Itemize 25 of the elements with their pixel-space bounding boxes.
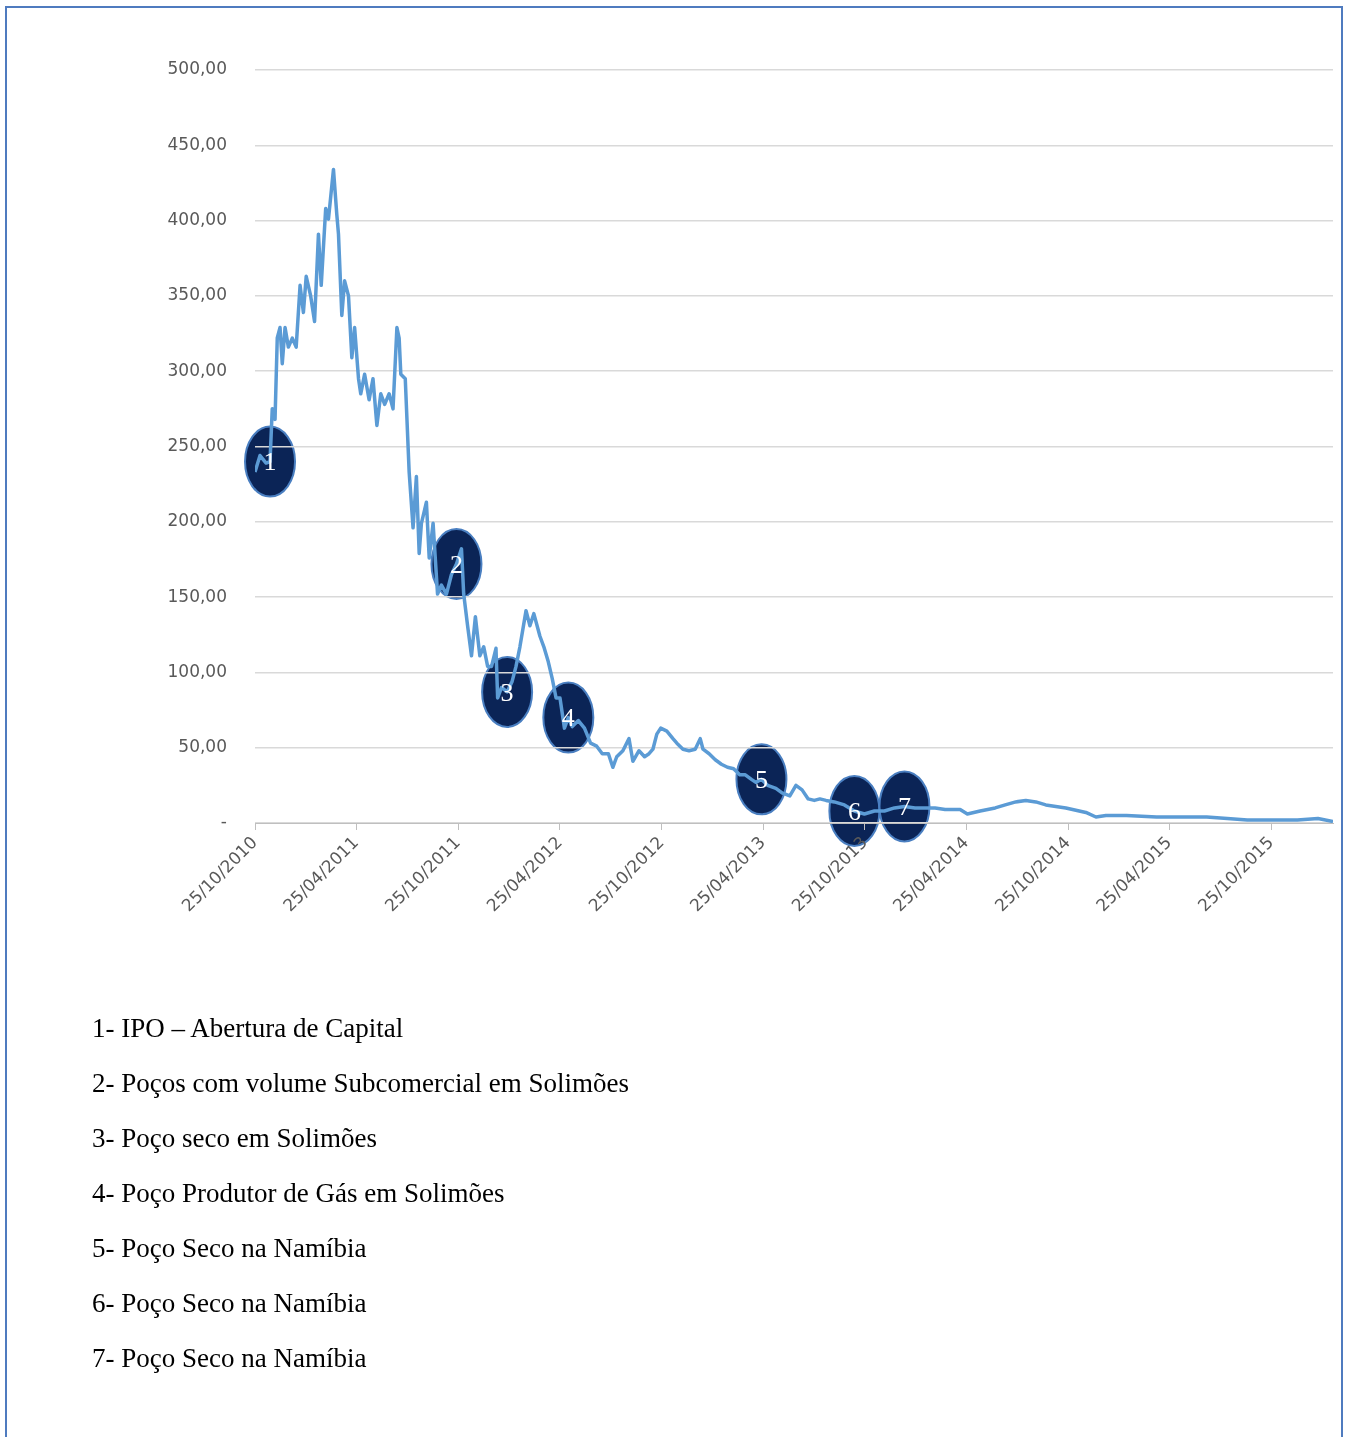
y-tick-label: 100,00 (167, 660, 227, 681)
text: 4- Poço Produtor de Gás em Solimões (92, 1177, 506, 1210)
y-tick-label: 150,00 (167, 585, 227, 606)
y-tick-label: 250,00 (167, 434, 227, 455)
text: 6- Poço Seco na Namíbia (92, 1287, 368, 1320)
y-tick-label: 50,00 (178, 736, 227, 757)
y-tick-label: - (220, 811, 227, 832)
y-tick-label: 500,00 (167, 58, 227, 79)
annotation: 5 (754, 765, 768, 795)
annotation: 7 (897, 792, 911, 822)
annotation: 1 (263, 447, 277, 477)
y-tick-label: 400,00 (167, 209, 227, 230)
y-tick-label: 200,00 (167, 510, 227, 531)
y-tick-label: 300,00 (167, 359, 227, 380)
text: 1- IPO – Abertura de Capital (92, 1012, 405, 1045)
y-tick-label: 350,00 (167, 284, 227, 305)
text: 5- Poço Seco na Namíbia (92, 1232, 368, 1265)
annotation: 2 (449, 549, 463, 579)
annotation: 6 (847, 796, 861, 826)
text: 2- Poços com volume Subcomercial em Solimões (92, 1067, 629, 1100)
text: 7- Poço Seco na Namíbia (92, 1342, 368, 1375)
y-tick-label: 450,00 (167, 133, 227, 154)
annotation: 3 (500, 677, 514, 707)
annotation: 4 (561, 703, 575, 733)
text: 3- Poço seco em Solimões (92, 1122, 378, 1155)
